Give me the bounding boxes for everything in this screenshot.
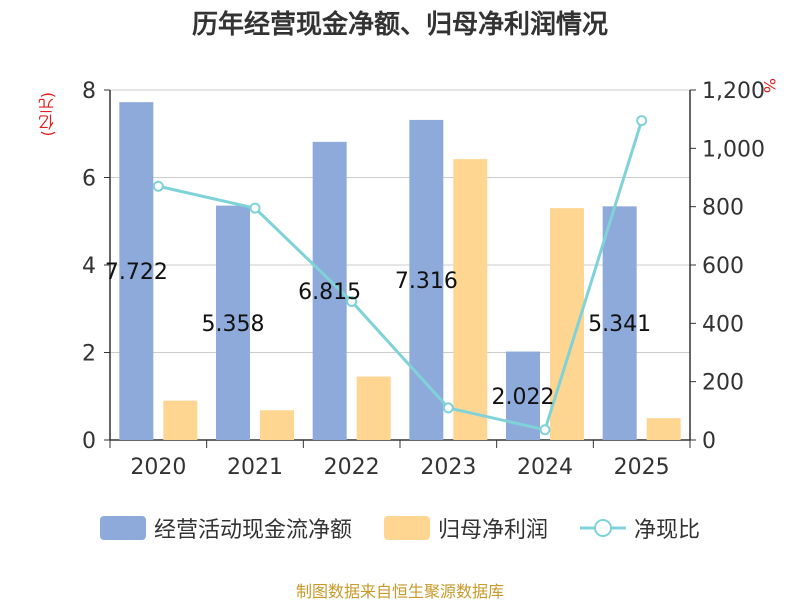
left-axis-tick-label: 4 — [82, 254, 96, 279]
point-cash-ratio — [152, 180, 164, 192]
x-axis-tick-label: 2024 — [517, 455, 573, 480]
bar-net-profit — [646, 418, 681, 440]
data-label-operating-cash: 6.815 — [298, 280, 361, 305]
bar-operating-cash — [602, 206, 637, 440]
data-label-operating-cash: 5.358 — [202, 312, 265, 337]
x-axis-tick-label: 2021 — [227, 455, 283, 480]
legend-swatch-net-profit — [383, 516, 430, 540]
right-axis-tick-label: 200 — [702, 371, 744, 396]
left-axis-tick-label: 2 — [82, 342, 96, 367]
point-cash-ratio — [442, 402, 454, 414]
data-label-operating-cash: 7.316 — [395, 269, 458, 294]
right-axis-tick-label: 1,000 — [702, 137, 765, 162]
bar-net-profit — [260, 410, 294, 440]
point-cash-ratio — [249, 202, 261, 214]
line-cash-ratio — [158, 120, 644, 432]
legend-swatch-operating-cash — [99, 516, 146, 540]
right-axis-tick-label: 0 — [702, 429, 716, 454]
data-label-operating-cash: 5.341 — [588, 312, 651, 337]
point-cash-ratio — [346, 295, 358, 307]
point-cash-ratio — [636, 115, 648, 127]
legend: 经营活动现金流净额 归母净利润 净现比 — [0, 512, 800, 544]
bar-net-profit — [356, 376, 391, 440]
right-axis-tick-label: 600 — [702, 254, 744, 279]
legend-label-operating-cash: 经营活动现金流净额 — [153, 518, 352, 543]
right-axis-unit: % — [760, 78, 779, 94]
right-axis-tick-label: 400 — [702, 312, 744, 337]
legend-swatch-cash-ratio — [580, 519, 626, 537]
x-axis-tick-label: 2025 — [614, 455, 670, 480]
x-axis-tick-label: 2023 — [420, 455, 476, 480]
bar-net-profit — [163, 400, 198, 440]
legend-item-net-profit[interactable]: 归母净利润 — [383, 512, 548, 544]
data-label-operating-cash: 2.022 — [492, 385, 555, 410]
x-axis-tick-label: 2022 — [324, 455, 380, 480]
chart-title: 历年经营现金净额、归母净利润情况 — [191, 10, 608, 40]
x-axis-tick-label: 2020 — [130, 455, 186, 480]
left-axis-tick-label: 0 — [82, 429, 96, 454]
bar-net-profit — [453, 159, 488, 440]
legend-item-operating-cash[interactable]: 经营活动现金流净额 — [99, 512, 352, 544]
legend-item-cash-ratio[interactable]: 净现比 — [580, 512, 700, 544]
left-axis-tick-label: 6 — [82, 167, 96, 192]
left-axis-tick-label: 8 — [82, 79, 96, 104]
legend-label-cash-ratio: 净现比 — [634, 518, 701, 543]
data-source-note: 制图数据来自恒生聚源数据库 — [295, 582, 504, 601]
bar-operating-cash — [409, 119, 444, 441]
data-label-operating-cash: 7.722 — [105, 260, 168, 285]
right-axis-tick-label: 800 — [702, 196, 744, 221]
bar-operating-cash — [216, 205, 250, 440]
right-axis-tick-label: 1,200 — [702, 79, 765, 104]
point-cash-ratio — [539, 424, 551, 436]
legend-label-net-profit: 归母净利润 — [437, 518, 548, 543]
bar-operating-cash — [119, 102, 154, 440]
